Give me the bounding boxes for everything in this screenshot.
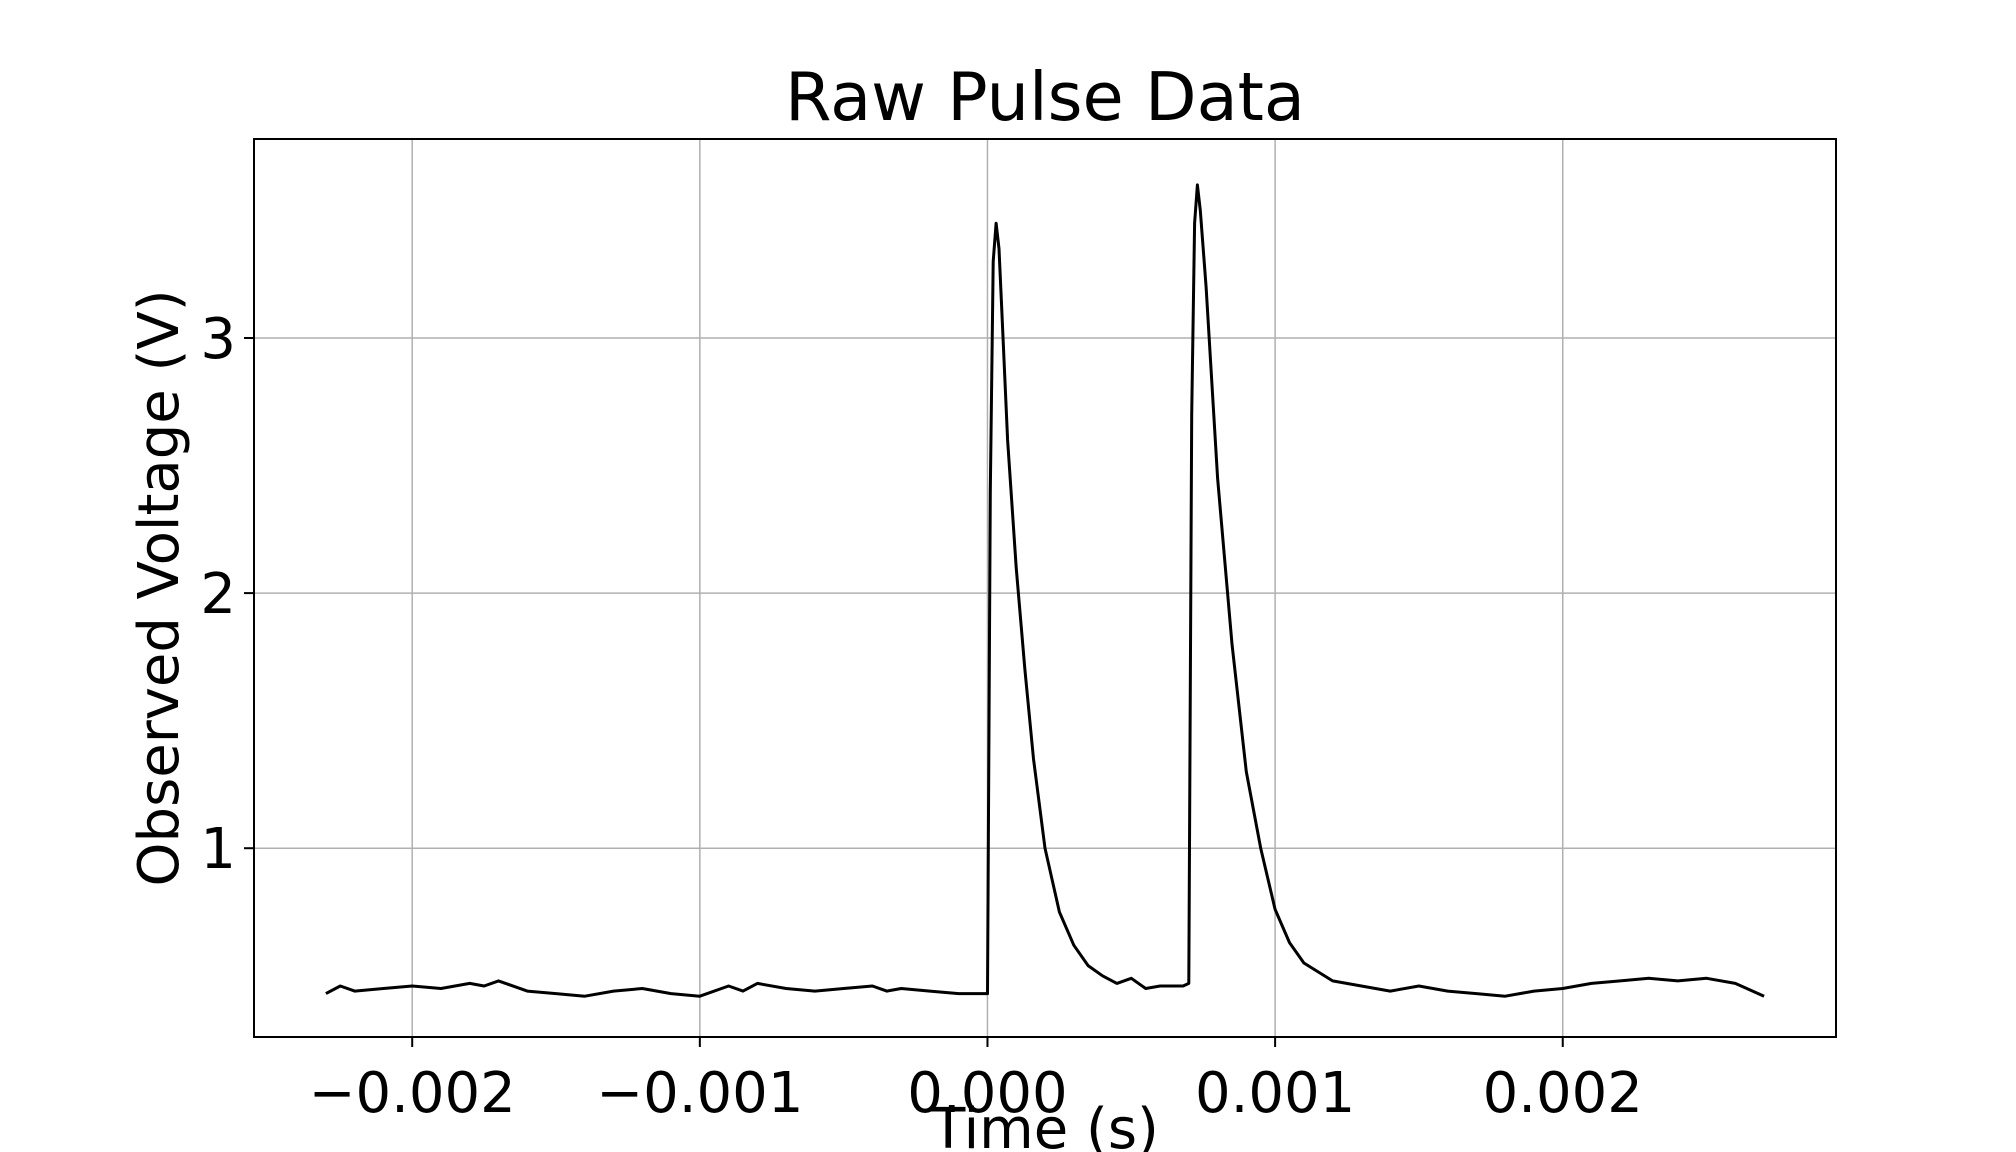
x-tick-label: 0.002 bbox=[1483, 1061, 1643, 1126]
data-line-layer bbox=[325, 183, 1765, 998]
x-axis-label: Time (s) bbox=[930, 1097, 1159, 1152]
chart-title: Raw Pulse Data bbox=[785, 58, 1305, 136]
grid-lines bbox=[254, 139, 1836, 1037]
x-tick-label: 0.000 bbox=[907, 1061, 1067, 1126]
plot-frame bbox=[253, 138, 1837, 1038]
y-axis-label: Observed Voltage (V) bbox=[127, 289, 192, 886]
x-tick-label: 0.001 bbox=[1195, 1061, 1355, 1126]
voltage-series-line bbox=[325, 183, 1765, 998]
y-tick-label: 2 bbox=[200, 562, 236, 627]
y-tick-label: 3 bbox=[200, 307, 236, 372]
x-tick-label: −0.002 bbox=[309, 1061, 516, 1126]
y-tick-label: 1 bbox=[200, 817, 236, 882]
axis-ticks: −0.002 −0.001 0.000 0.001 0.002 1 2 3 bbox=[200, 307, 1643, 1126]
x-tick-label: −0.001 bbox=[596, 1061, 803, 1126]
